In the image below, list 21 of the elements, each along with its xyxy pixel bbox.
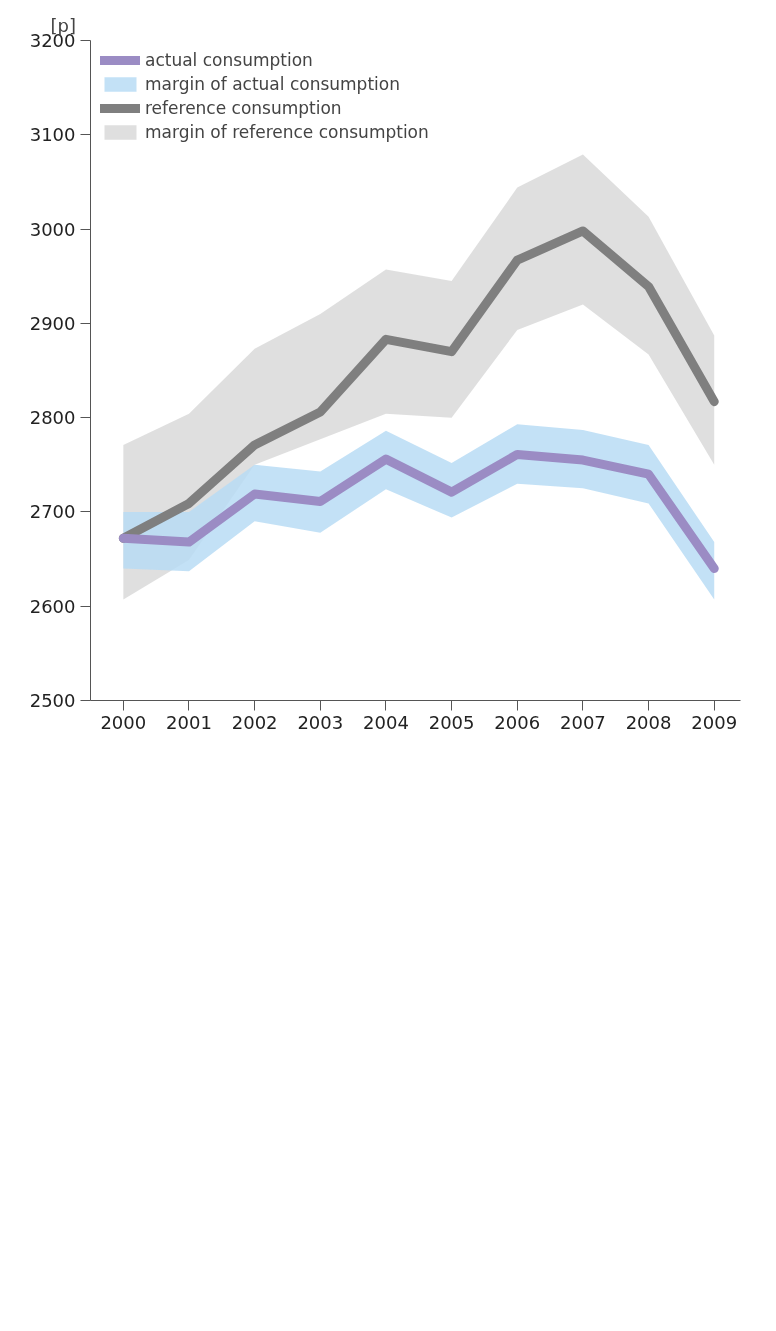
x-tick-label: 2008 (625, 711, 672, 733)
y-tick-label: 2900 (29, 312, 76, 334)
x-tick-label: 2004 (363, 711, 409, 733)
y-tick-label: 2600 (29, 595, 76, 617)
x-tick-label: 2001 (166, 711, 212, 733)
x-tick-label: 2009 (691, 711, 738, 733)
legend-label: margin of reference consumption (145, 122, 429, 142)
x-tick-label: 2005 (428, 711, 475, 733)
x-tick-label: 2007 (560, 711, 606, 733)
x-tick-label: 2002 (231, 711, 278, 733)
legend-label: actual consumption (145, 50, 313, 70)
y-tick-label: 3100 (29, 124, 76, 146)
legend-label: reference consumption (145, 98, 342, 118)
x-tick-label: 2003 (297, 711, 344, 733)
y-tick-label: 2500 (29, 690, 76, 711)
x-tick-label: 2000 (100, 711, 147, 733)
x-tick-label: 2006 (494, 711, 541, 733)
y-tick-label: 3000 (29, 218, 76, 240)
y-tick-label: 2700 (29, 501, 76, 523)
y-tick-label: 2800 (29, 407, 76, 429)
legend-label: margin of actual consumption (145, 74, 400, 94)
